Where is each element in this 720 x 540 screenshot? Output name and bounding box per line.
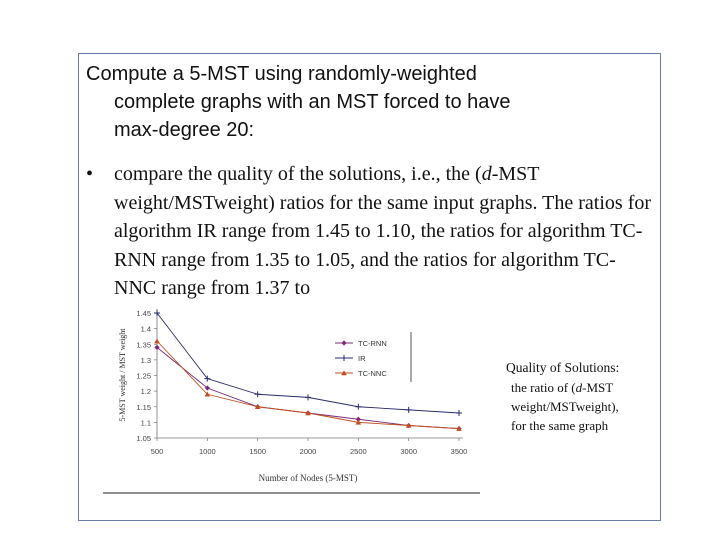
point-plus: [456, 410, 462, 416]
y-tick-label: 1.15: [136, 403, 151, 412]
point-diamond: [355, 416, 361, 422]
point-triangle: [204, 391, 211, 397]
series-ir: [154, 310, 462, 416]
legend-label: TC-NNC: [358, 369, 387, 378]
point-triangle: [305, 410, 311, 416]
y-tick-label: 1.35: [136, 340, 151, 349]
chart-root: 1.05 1.1 1.15 1.2 1.25 1.3 1.35 1.4 1.45 500 1000 1…: [103, 309, 480, 494]
y-tick-label: 1.05: [136, 434, 151, 443]
x-tick-label: 500: [151, 447, 164, 456]
slide-heading: Compute a 5-MST using randomly-weighted …: [86, 60, 646, 144]
caption-italic: d: [575, 380, 583, 395]
y-tick-label: 1.1: [141, 418, 151, 427]
heading-line-2: complete graphs with an MST forced to ha…: [114, 91, 511, 113]
chart-series: [154, 310, 462, 432]
y-tick-label: 1.45: [136, 309, 151, 318]
chart-axes: 1.05 1.1 1.15 1.2 1.25 1.3 1.35 1.4 1.45 500 1000 1…: [103, 309, 480, 494]
bullet-symbol: •: [86, 163, 94, 185]
point-triangle: [254, 403, 261, 409]
point-plus: [355, 403, 362, 410]
point-diamond: [341, 340, 347, 346]
legend-entry: TC-NNC: [335, 369, 387, 378]
caption-pre: the ratio of (: [511, 380, 576, 395]
bullet-seg-2: -MST weight/MSTweight) ratios for the sa…: [114, 163, 652, 299]
legend-entry: IR: [335, 354, 366, 363]
bullet-item: • compare the quality of the solutions, …: [86, 160, 656, 303]
x-axis-label: Number of Nodes (5-MST): [259, 473, 358, 483]
chart-legend: TC-RNN IR TC-NNC: [335, 332, 412, 382]
point-triangle: [154, 338, 160, 344]
point-triangle: [405, 422, 412, 428]
y-tick-label: 1.2: [141, 387, 151, 396]
y-axis-label: 5-MST weight / MST weight: [118, 328, 127, 422]
point-diamond: [204, 385, 210, 391]
legend-label: IR: [358, 354, 366, 363]
x-tick-label: 3000: [400, 447, 417, 456]
caption-mid: -MST: [582, 380, 614, 395]
point-plus: [154, 310, 160, 316]
series-line: [156, 347, 460, 430]
point-plus: [405, 406, 412, 413]
x-tick-label: 1000: [199, 447, 216, 456]
point-triangle: [456, 425, 462, 431]
slide-frame: [78, 53, 661, 521]
heading-line-3: max-degree 20:: [114, 119, 255, 141]
y-tick-label: 1.25: [136, 372, 151, 381]
point-triangle: [355, 419, 362, 425]
x-tick-label: 2000: [300, 447, 317, 456]
point-diamond: [154, 344, 160, 350]
point-plus: [204, 375, 211, 382]
bullet-text: compare the quality of the solutions, i.…: [114, 160, 656, 303]
legend-label: TC-RNN: [358, 339, 387, 348]
series-tc-rnn: [154, 344, 462, 432]
legend-entry: TC-RNN: [335, 339, 387, 348]
caption-line-3: for the same graph: [511, 418, 609, 433]
x-tick-label: 1500: [249, 447, 266, 456]
caption-title: Quality of Solutions:: [506, 360, 620, 375]
series-tc-nnc: [154, 338, 462, 431]
bullet-seg-1: compare the quality of the solutions, i.…: [114, 163, 482, 185]
y-tick-label: 1.3: [141, 356, 151, 365]
point-plus: [341, 355, 347, 361]
caption-line-1: the ratio of (d-MST: [511, 378, 664, 397]
heading-line-1: Compute a 5-MST using randomly-weighted: [86, 63, 477, 85]
point-plus: [254, 391, 261, 398]
caption-line-2: weight/MSTweight),: [511, 399, 619, 414]
point-triangle: [341, 370, 347, 376]
x-tick-label: 2500: [350, 447, 367, 456]
point-plus: [305, 394, 311, 401]
chart-caption: Quality of Solutions: the ratio of (d-MS…: [504, 358, 664, 435]
bullet-seg-italic: d: [481, 163, 492, 185]
y-tick-label: 1.4: [141, 325, 151, 334]
x-tick-label: 3500: [451, 447, 468, 456]
